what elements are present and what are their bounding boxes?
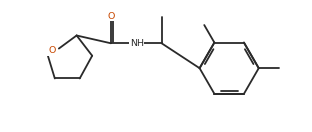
Text: O: O [107, 12, 115, 21]
Text: O: O [48, 46, 56, 55]
Text: NH: NH [130, 39, 144, 48]
